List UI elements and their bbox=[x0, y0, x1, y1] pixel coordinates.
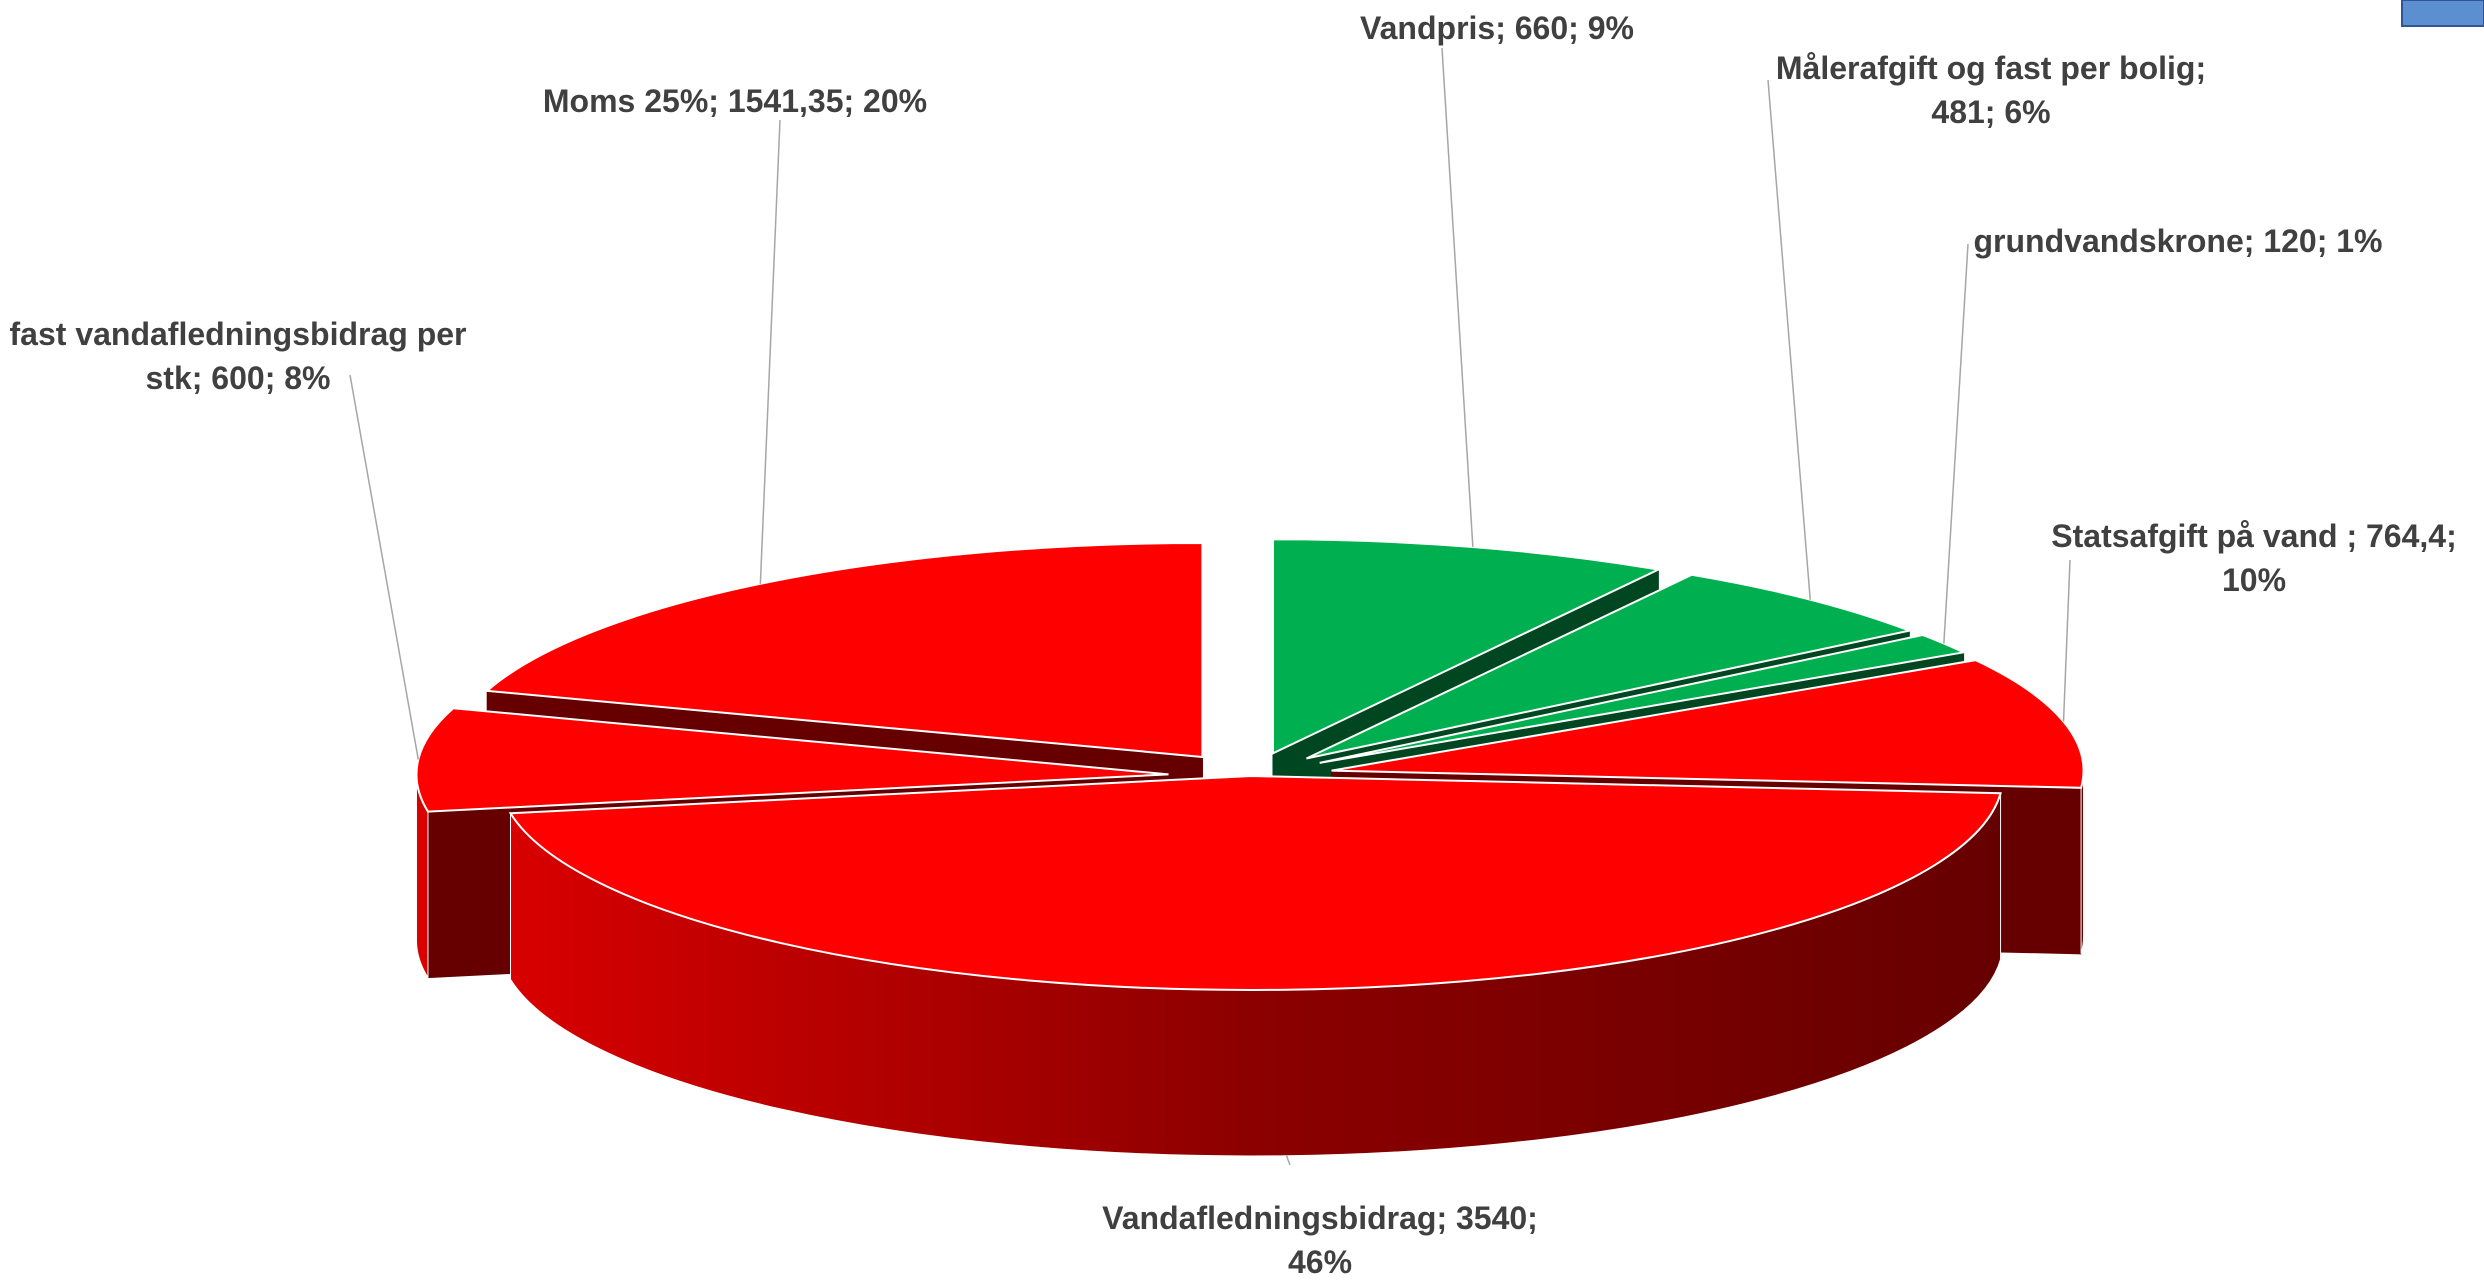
leader-line bbox=[759, 119, 781, 584]
leader-line bbox=[1943, 243, 1969, 644]
slice-top bbox=[1331, 659, 2085, 789]
slice-top bbox=[415, 707, 1169, 813]
data-label: fast vandafledningsbidrag per stk; 600; … bbox=[9, 316, 467, 396]
slice-top bbox=[1305, 573, 1913, 760]
slice-top bbox=[508, 774, 2002, 992]
slice-side bbox=[2080, 770, 2085, 954]
slice-top bbox=[1271, 538, 1662, 755]
data-label: grundvandskrone; 120; 1% bbox=[1973, 223, 2383, 259]
leader-line bbox=[2062, 559, 2071, 722]
leader-line bbox=[1441, 47, 1474, 548]
data-label: Statsafgift på vand ; 764,4; 10% bbox=[2051, 518, 2457, 598]
slice bbox=[508, 774, 2002, 1157]
data-label: Målerafgift og fast per bolig; 481; 6% bbox=[1775, 50, 2207, 130]
data-label: Vandafledningsbidrag; 3540; 46% bbox=[1102, 1200, 1538, 1280]
data-label: Vandpris; 660; 9% bbox=[1360, 10, 1634, 46]
leader-line bbox=[349, 374, 420, 760]
corner-icon bbox=[2401, 0, 2484, 27]
data-label: Moms 25%; 1541,35; 20% bbox=[542, 83, 928, 119]
leader-line bbox=[1767, 79, 1811, 600]
leader-line bbox=[1285, 1155, 1291, 1166]
